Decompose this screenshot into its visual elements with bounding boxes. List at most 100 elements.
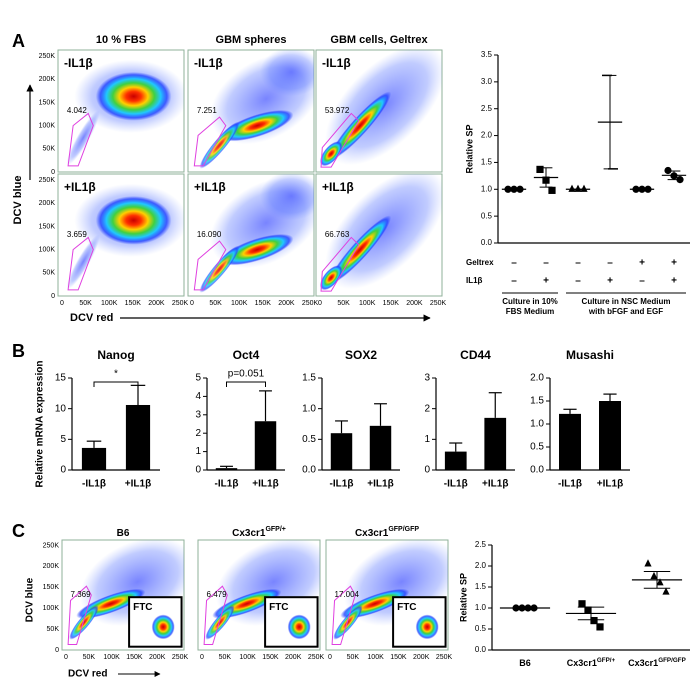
label-superscript: GFP/+ [265,526,285,533]
condition-label: -IL1β [64,56,93,70]
data-point [568,184,576,192]
category-label: Cx3cr1GFP/+ [232,526,286,539]
y-tick-label: 150K [39,99,56,106]
x-tick-label: +IL1β [597,479,623,490]
density-cloud [319,141,343,167]
label-base: Cx3cr1 [628,658,658,668]
gate [193,240,227,291]
data-point [590,617,598,625]
y-tick-label: 250K [43,542,60,549]
x-tick-label: 150K [383,300,400,307]
y-tick-label: 5 [60,434,66,445]
x-tick-label: 150K [262,654,279,661]
y-tick-label: 0.0 [530,465,544,476]
gate-percentage: 17.004 [335,590,360,599]
x-tick-label: 250K [430,300,447,307]
bar [369,425,392,470]
y-tick-label: 2.0 [475,561,487,570]
bar [125,404,151,470]
density-cloud [205,605,235,640]
x-tick-label: 50K [219,654,232,661]
error-bar [86,440,102,448]
flow-plot: 3.659 +IL1β [57,173,185,297]
gate [67,236,94,291]
y-tick-label: 50K [47,626,60,633]
category-label: Cx3cr1GFP/GFP [628,657,686,669]
error-bar [335,420,348,434]
y-tick-label: 200K [39,76,56,83]
x-tick-label: 150K [126,654,143,661]
gate-percentage: 7.369 [71,590,92,599]
x-tick-label: 0 [60,300,64,307]
x-tick-label: 250K [302,300,319,307]
density-cloud [199,121,240,169]
error-bar [220,465,233,469]
y-tick-label: 0.5 [302,434,316,445]
x-tick-label: 100K [367,654,384,661]
label-superscript: GFP/+ [597,657,616,664]
significance-bracket [226,381,266,387]
bar [599,401,621,470]
x-tick-label: 50K [83,654,96,661]
x-tick-label: -IL1β [330,479,354,490]
y-tick-label: 1.5 [481,158,493,167]
data-point [574,184,582,192]
y-tick-label: 150K [39,223,56,230]
x-tick-label: 150K [125,300,142,307]
bar [81,447,107,470]
condition-value: – [639,276,645,287]
panel-label: B [12,341,25,361]
condition-value: + [639,258,645,269]
condition-value: + [607,276,613,287]
group-label: with bFGF and EGF [588,307,663,316]
x-tick-label: +IL1β [125,479,151,490]
x-tick-label: 250K [172,300,189,307]
gate-percentage: 53.972 [325,106,350,115]
condition-name: Geltrex [466,258,494,267]
axis-title: DCV blue [25,577,36,622]
group-label: Culture in 10% [502,297,558,306]
y-tick-label: 50K [43,270,56,277]
y-tick-label: 1.5 [530,396,544,407]
x-tick-label: 200K [148,300,165,307]
y-tick-label: 1.0 [530,419,544,430]
data-point [584,606,592,614]
y-tick-label: 0.0 [475,645,487,654]
y-tick-label: 250K [39,177,56,184]
y-tick-label: 1 [424,434,430,445]
y-tick-label: 0.5 [475,624,487,633]
condition-name: IL1β [466,276,483,285]
y-tick-label: 200K [43,563,60,570]
gate-percentage: 7.251 [197,106,218,115]
y-axis-title: Relative mRNA expression [35,361,46,488]
x-tick-label: -IL1β [82,479,106,490]
flow-plot: 7.251 -IL1β [187,49,315,173]
y-tick-label: 0.5 [481,211,493,220]
y-tick-label: 250K [39,53,56,60]
condition-value: – [575,258,581,269]
gate [320,112,360,168]
error-bar [374,403,387,426]
label-base: Cx3cr1 [567,658,597,668]
chart-title: Oct4 [233,348,260,362]
axis-title: DCV red [68,669,107,680]
x-tick-label: 250K [308,654,325,661]
inset-label: FTC [269,602,288,613]
y-tick-label: 3.0 [481,77,493,86]
x-tick-label: 50K [337,300,350,307]
data-point [580,184,588,192]
data-point [644,559,652,567]
chart-title: Musashi [566,348,614,362]
density-cloud [319,265,343,291]
density-cloud [329,91,392,160]
y-tick-label: 200K [39,200,56,207]
error-bar [577,606,605,621]
x-tick-label: 150K [255,300,272,307]
annotation: p=0.051 [228,369,265,380]
x-tick-label: 250K [172,654,189,661]
flow-plot: 16.090 +IL1β [187,173,315,297]
y-tick-label: 2 [195,428,201,439]
data-point [536,165,544,174]
gate [331,585,356,645]
